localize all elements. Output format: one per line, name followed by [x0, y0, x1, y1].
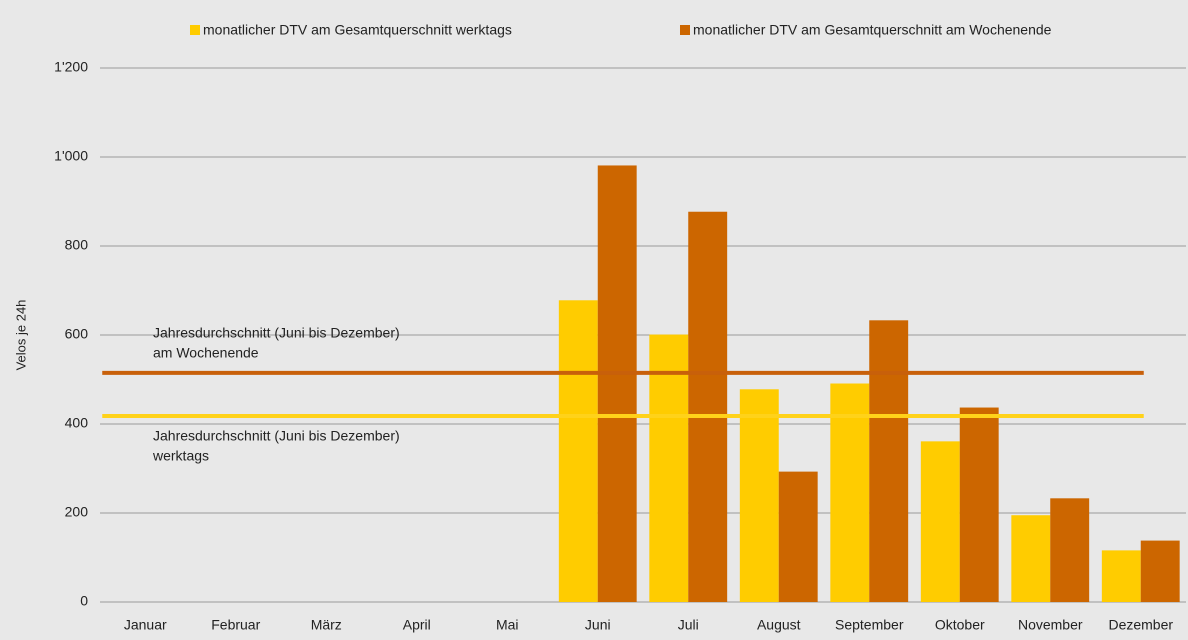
reference-label: Jahresdurchschnitt (Juni bis Dezember) — [153, 428, 400, 444]
x-tick-label: Dezember — [1108, 617, 1173, 633]
x-tick-label: Juni — [585, 617, 611, 633]
bar — [1140, 540, 1180, 602]
bar — [920, 441, 960, 602]
y-tick-label: 1'200 — [54, 59, 88, 75]
y-tick-label: 400 — [65, 415, 89, 431]
reference-label: Jahresdurchschnitt (Juni bis Dezember) — [153, 325, 400, 341]
reference-label: werktags — [152, 448, 209, 464]
legend-label: monatlicher DTV am Gesamtquerschnitt wer… — [203, 22, 512, 38]
bar — [1011, 515, 1051, 602]
legend-label: monatlicher DTV am Gesamtquerschnitt am … — [693, 22, 1052, 38]
y-tick-label: 800 — [65, 237, 89, 253]
legend-swatch — [190, 25, 200, 35]
y-tick-label: 0 — [80, 593, 88, 609]
y-tick-label: 600 — [65, 326, 89, 342]
bar — [830, 383, 870, 602]
x-tick-label: Januar — [124, 617, 167, 633]
bar — [558, 300, 598, 602]
x-tick-label: April — [403, 617, 431, 633]
bar — [739, 389, 779, 602]
x-tick-label: März — [311, 617, 342, 633]
bar — [649, 334, 689, 602]
x-tick-label: Juli — [678, 617, 699, 633]
y-tick-label: 200 — [65, 504, 89, 520]
x-tick-label: Oktober — [935, 617, 985, 633]
bar — [1050, 498, 1090, 602]
x-tick-label: September — [835, 617, 904, 633]
bar — [778, 471, 818, 602]
legend-swatch — [680, 25, 690, 35]
bar — [869, 320, 909, 602]
y-axis-label: Velos je 24h — [13, 300, 28, 371]
y-tick-label: 1'000 — [54, 148, 88, 164]
x-tick-label: August — [757, 617, 801, 633]
bar — [597, 165, 637, 602]
x-tick-label: Mai — [496, 617, 519, 633]
reference-label: am Wochenende — [153, 345, 259, 361]
bar — [688, 211, 728, 603]
bar — [1101, 550, 1141, 602]
bar — [959, 407, 999, 602]
x-tick-label: November — [1018, 617, 1083, 633]
x-tick-label: Februar — [211, 617, 260, 633]
